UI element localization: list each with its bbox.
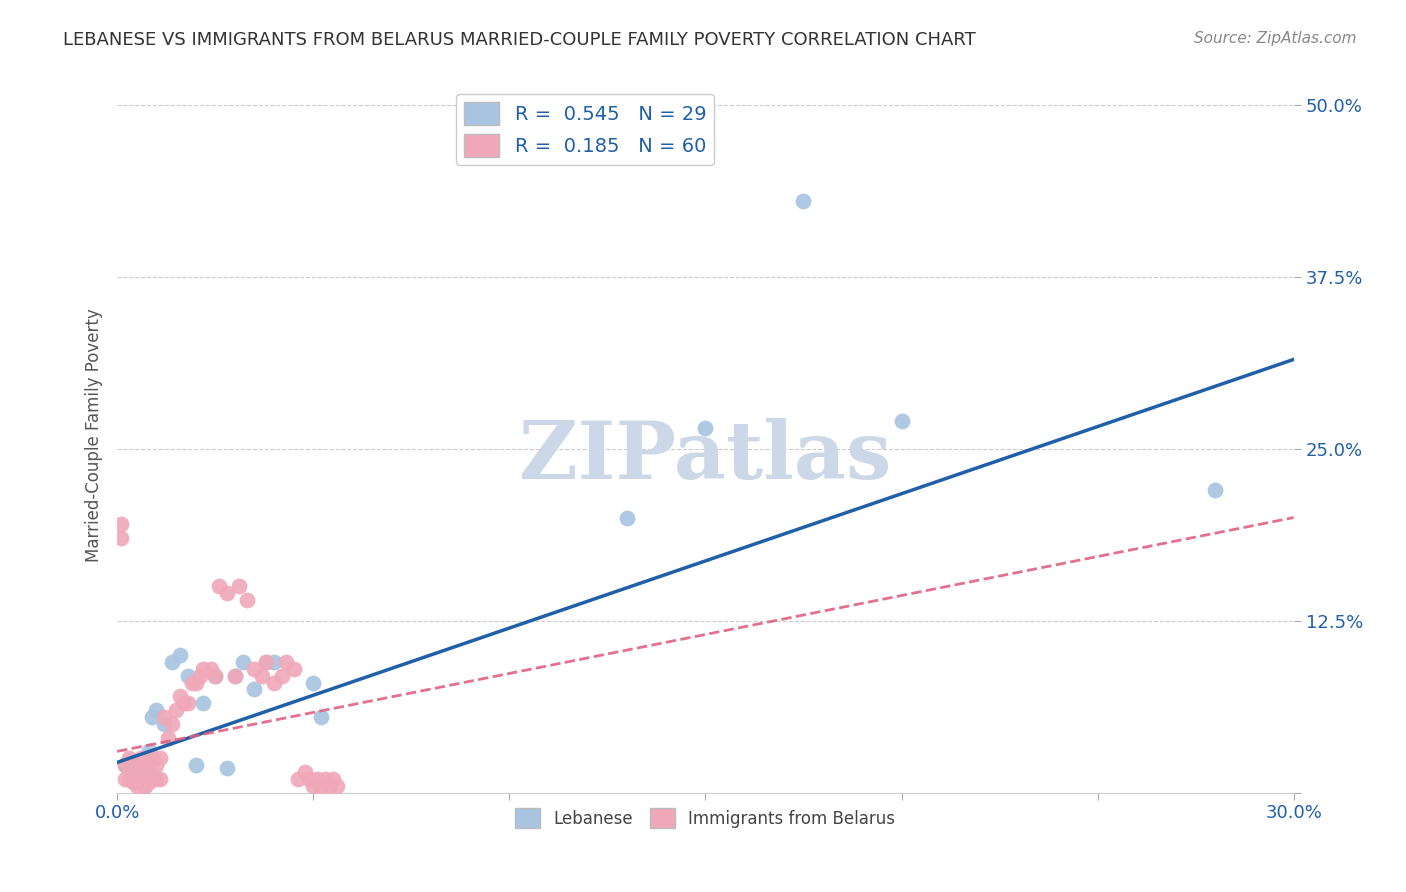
Point	[165, 703, 187, 717]
Point	[193, 662, 215, 676]
Point	[322, 772, 344, 786]
Point	[326, 779, 349, 793]
Point	[118, 772, 141, 786]
Point	[177, 696, 200, 710]
Point	[125, 764, 148, 779]
Point	[153, 717, 176, 731]
Point	[122, 774, 145, 789]
Point	[193, 696, 215, 710]
Point	[243, 662, 266, 676]
Point	[243, 682, 266, 697]
Point	[263, 675, 285, 690]
Point	[1204, 483, 1226, 497]
Point	[208, 579, 231, 593]
Point	[283, 662, 305, 676]
Point	[114, 758, 136, 772]
Point	[125, 779, 148, 793]
Point	[302, 675, 325, 690]
Point	[110, 517, 132, 532]
Point	[177, 669, 200, 683]
Point	[134, 779, 156, 793]
Point	[145, 703, 167, 717]
Point	[110, 531, 132, 545]
Point	[235, 593, 257, 607]
Point	[134, 758, 156, 772]
Point	[134, 772, 156, 786]
Point	[204, 669, 226, 683]
Point	[145, 772, 167, 786]
Point	[118, 751, 141, 765]
Point	[270, 669, 292, 683]
Point	[309, 710, 332, 724]
Point	[890, 414, 912, 428]
Point	[160, 655, 183, 669]
Point	[188, 669, 211, 683]
Point	[215, 586, 238, 600]
Point	[129, 774, 152, 789]
Point	[215, 761, 238, 775]
Point	[792, 194, 814, 209]
Point	[173, 696, 195, 710]
Point	[118, 772, 141, 786]
Point	[232, 655, 254, 669]
Point	[141, 751, 163, 765]
Point	[302, 779, 325, 793]
Point	[157, 731, 180, 745]
Point	[309, 779, 332, 793]
Point	[200, 662, 222, 676]
Point	[224, 669, 246, 683]
Point	[145, 758, 167, 772]
Point	[153, 710, 176, 724]
Point	[122, 764, 145, 779]
Point	[138, 764, 160, 779]
Point	[314, 772, 336, 786]
Point	[307, 772, 329, 786]
Point	[134, 779, 156, 793]
Point	[169, 690, 191, 704]
Point	[149, 772, 172, 786]
Legend: Lebanese, Immigrants from Belarus: Lebanese, Immigrants from Belarus	[509, 802, 903, 834]
Point	[129, 772, 152, 786]
Point	[184, 675, 207, 690]
Point	[149, 751, 172, 765]
Point	[287, 772, 309, 786]
Point	[184, 758, 207, 772]
Point	[616, 510, 638, 524]
Point	[254, 655, 277, 669]
Point	[138, 744, 160, 758]
Point	[141, 710, 163, 724]
Point	[228, 579, 250, 593]
Point	[114, 772, 136, 786]
Point	[224, 669, 246, 683]
Point	[274, 655, 297, 669]
Text: LEBANESE VS IMMIGRANTS FROM BELARUS MARRIED-COUPLE FAMILY POVERTY CORRELATION CH: LEBANESE VS IMMIGRANTS FROM BELARUS MARR…	[63, 31, 976, 49]
Point	[138, 774, 160, 789]
Point	[169, 648, 191, 662]
Point	[204, 669, 226, 683]
Point	[695, 421, 717, 435]
Point	[160, 717, 183, 731]
Y-axis label: Married-Couple Family Poverty: Married-Couple Family Poverty	[86, 308, 103, 562]
Point	[180, 675, 202, 690]
Text: ZIPatlas: ZIPatlas	[519, 417, 891, 495]
Point	[125, 758, 148, 772]
Point	[122, 758, 145, 772]
Point	[122, 758, 145, 772]
Point	[141, 772, 163, 786]
Text: Source: ZipAtlas.com: Source: ZipAtlas.com	[1194, 31, 1357, 46]
Point	[114, 758, 136, 772]
Point	[298, 772, 321, 786]
Point	[294, 764, 316, 779]
Point	[252, 669, 274, 683]
Point	[263, 655, 285, 669]
Point	[125, 772, 148, 786]
Point	[129, 751, 152, 765]
Point	[254, 655, 277, 669]
Point	[318, 779, 340, 793]
